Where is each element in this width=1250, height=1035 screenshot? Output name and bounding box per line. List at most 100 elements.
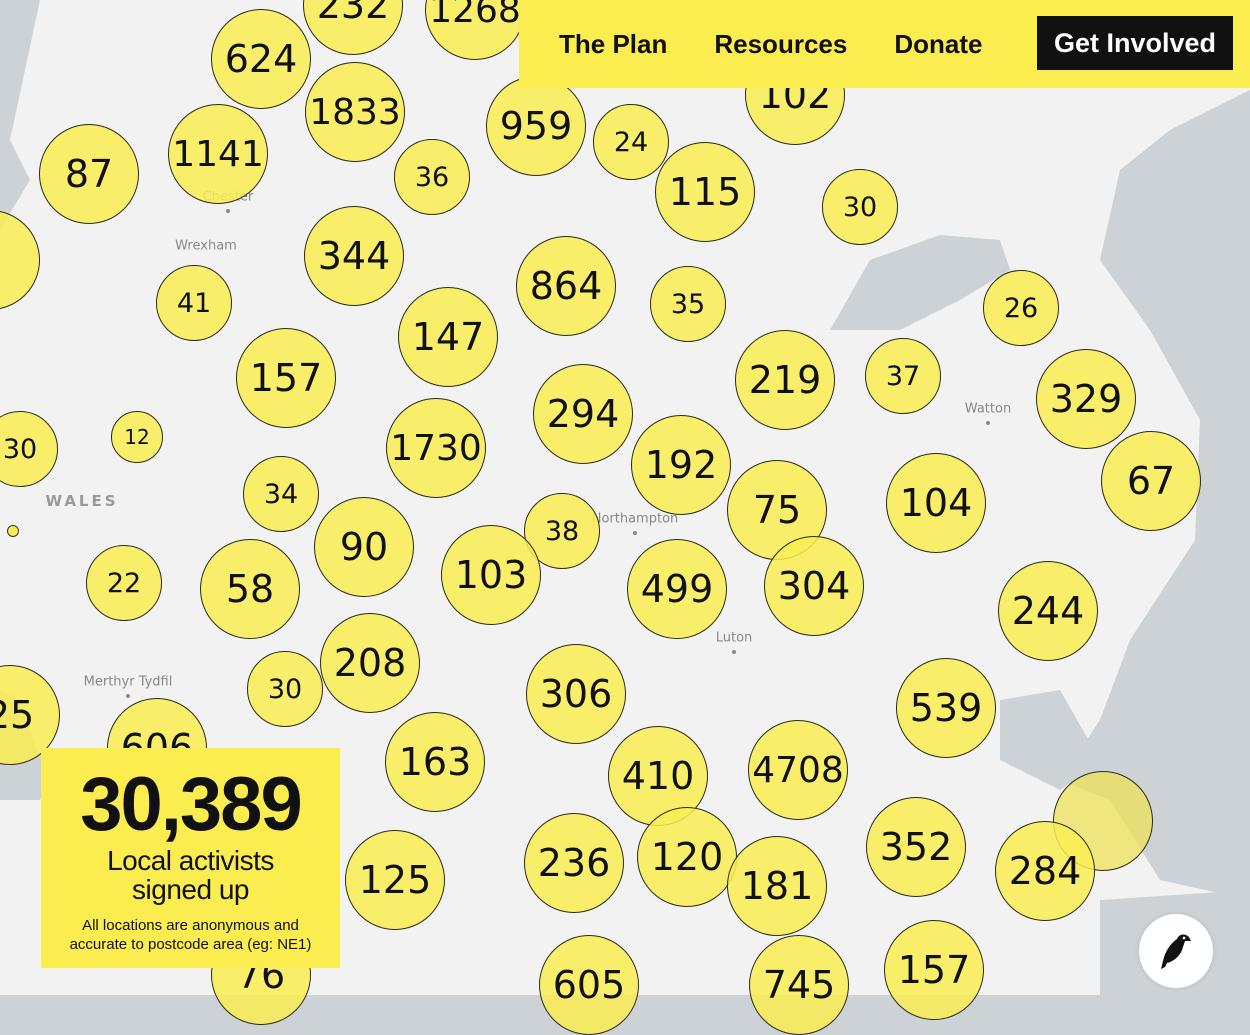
cluster-count: 864 <box>529 264 603 308</box>
cluster-count: 67 <box>1126 459 1176 503</box>
cluster-count: 104 <box>899 481 973 525</box>
cluster-count: 1833 <box>309 91 401 133</box>
cluster-marker[interactable]: 181 <box>727 836 827 936</box>
cluster-marker[interactable]: 294 <box>533 364 633 464</box>
cluster-count: 26 <box>1003 292 1039 324</box>
cluster-marker[interactable]: 157 <box>884 920 984 1020</box>
cluster-count: 163 <box>398 740 472 784</box>
cluster-marker[interactable]: 745 <box>749 935 849 1035</box>
cluster-marker[interactable]: 306 <box>526 644 626 744</box>
cluster-marker[interactable]: 120 <box>637 807 737 907</box>
cluster-marker[interactable]: 157 <box>236 328 336 428</box>
cluster-marker[interactable]: 208 <box>320 613 420 713</box>
cluster-count: 181 <box>740 864 814 908</box>
cluster-count: 192 <box>644 443 718 487</box>
cluster-marker[interactable]: 30 <box>822 169 898 245</box>
cluster-count: 12 <box>124 425 150 449</box>
place-label: Northampton <box>591 511 679 527</box>
cluster-count: 208 <box>333 641 407 685</box>
cluster-marker[interactable]: 344 <box>304 206 404 306</box>
cluster-count: 244 <box>1011 589 1085 633</box>
single-marker[interactable] <box>7 525 19 537</box>
cluster-count: 499 <box>640 567 714 611</box>
top-nav: The Plan Resources Donate Get Involved <box>519 0 1250 88</box>
place-label: Merthyr Tydfil <box>83 674 173 690</box>
cluster-marker[interactable]: 864 <box>516 236 616 336</box>
cluster-marker[interactable]: 41 <box>156 265 232 341</box>
cluster-count: 1268 <box>429 0 521 31</box>
cluster-marker[interactable]: 1833 <box>305 62 405 162</box>
label-line: signed up <box>132 874 249 905</box>
cluster-marker[interactable]: 75 <box>727 460 827 560</box>
cluster-count: 37 <box>885 360 921 392</box>
cluster-marker[interactable]: 304 <box>764 536 864 636</box>
cluster-count: 120 <box>650 835 724 879</box>
cluster-marker[interactable]: 37 <box>865 338 941 414</box>
cluster-marker[interactable]: 352 <box>866 797 966 897</box>
nav-the-plan[interactable]: The Plan <box>559 28 668 59</box>
place-label: WALES <box>45 492 119 510</box>
cluster-marker[interactable]: 30 <box>247 651 323 727</box>
cluster-marker[interactable]: 36 <box>394 139 470 215</box>
nav-donate[interactable]: Donate <box>894 28 983 59</box>
place-dot <box>226 209 230 213</box>
nav-resources[interactable]: Resources <box>714 28 848 59</box>
cluster-count: 25 <box>0 693 35 737</box>
cluster-marker[interactable]: 605 <box>539 935 639 1035</box>
cluster-marker[interactable]: 35 <box>650 266 726 342</box>
cluster-marker[interactable]: 1268 <box>425 0 525 60</box>
cluster-marker[interactable]: 24 <box>593 104 669 180</box>
cluster-marker[interactable]: 244 <box>998 561 1098 661</box>
cluster-marker[interactable]: 103 <box>441 525 541 625</box>
cluster-count: 304 <box>777 564 851 608</box>
activist-label: Local activists signed up <box>41 846 340 904</box>
cluster-marker[interactable]: 499 <box>627 539 727 639</box>
cluster-count: 284 <box>1008 849 1082 893</box>
cluster-marker[interactable]: 104 <box>886 453 986 553</box>
cluster-marker[interactable]: 959 <box>486 76 586 176</box>
cluster-marker[interactable]: 67 <box>1101 431 1201 531</box>
label-line: Local activists <box>107 845 274 876</box>
cluster-marker[interactable]: 4708 <box>748 720 848 820</box>
cluster-count: 87 <box>64 152 114 196</box>
cluster-count: 38 <box>544 515 580 547</box>
cluster-marker[interactable]: 58 <box>200 539 300 639</box>
cluster-marker[interactable]: 624 <box>211 9 311 109</box>
cluster-marker[interactable]: 329 <box>1036 349 1136 449</box>
cluster-marker[interactable]: 1141 <box>168 104 268 204</box>
cluster-marker[interactable]: 22 <box>86 545 162 621</box>
cluster-count: 219 <box>748 358 822 402</box>
cluster-marker[interactable]: 90 <box>314 497 414 597</box>
cluster-count: 539 <box>909 686 983 730</box>
cluster-marker[interactable]: 163 <box>385 712 485 812</box>
cluster-count: 125 <box>358 858 432 902</box>
cluster-count: 157 <box>249 356 323 400</box>
place-dot <box>633 531 637 535</box>
note-line: accurate to postcode area (eg: NE1) <box>69 936 312 953</box>
cluster-marker[interactable]: 284 <box>995 821 1095 921</box>
activist-count: 30,389 <box>80 762 302 847</box>
cluster-marker[interactable]: 219 <box>735 330 835 430</box>
cluster-marker[interactable]: 539 <box>896 658 996 758</box>
cluster-marker[interactable]: 236 <box>524 813 624 913</box>
cluster-marker[interactable]: 30 <box>0 411 58 487</box>
cluster-marker[interactable]: 1730 <box>386 398 486 498</box>
cluster-count: 75 <box>752 488 802 532</box>
cluster-marker[interactable]: 12 <box>111 411 163 463</box>
cluster-count: 58 <box>225 567 275 611</box>
cluster-marker[interactable]: 192 <box>631 415 731 515</box>
the-wash <box>830 235 1010 330</box>
get-involved-button[interactable]: Get Involved <box>1037 16 1233 70</box>
place-dot <box>126 694 130 698</box>
cluster-marker[interactable]: 125 <box>345 830 445 930</box>
cluster-count: 959 <box>499 104 573 148</box>
cluster-marker[interactable]: 87 <box>39 124 139 224</box>
cluster-count: 410 <box>621 754 695 798</box>
cluster-marker[interactable]: 115 <box>655 142 755 242</box>
bird-icon <box>1161 934 1191 969</box>
cluster-marker[interactable]: 147 <box>398 287 498 387</box>
cluster-count: 352 <box>879 825 953 869</box>
cluster-marker[interactable]: 34 <box>243 456 319 532</box>
logo-button[interactable] <box>1139 914 1213 988</box>
cluster-marker[interactable]: 26 <box>983 270 1059 346</box>
